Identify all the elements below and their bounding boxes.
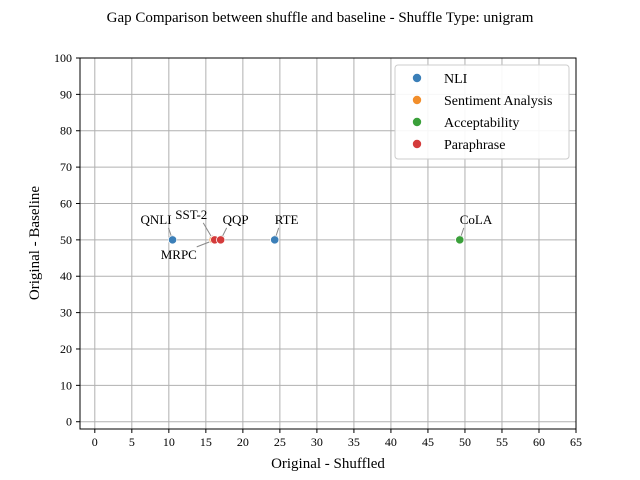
legend-label: NLI: [444, 72, 468, 87]
x-tick-label: 45: [422, 435, 434, 449]
y-tick-label: 50: [60, 233, 72, 247]
legend-marker: [412, 139, 422, 149]
x-tick-label: 15: [200, 435, 212, 449]
y-tick-label: 70: [60, 160, 72, 174]
annotation-mrpc: MRPC: [161, 247, 197, 262]
x-tick-label: 5: [129, 435, 135, 449]
legend-marker: [412, 117, 422, 127]
y-axis-ticks: 0 10 20 30 40 50 60 70 80 90 100: [54, 51, 80, 429]
legend-label: Sentiment Analysis: [444, 94, 553, 109]
point-cola: [455, 235, 465, 245]
y-tick-label: 90: [60, 87, 72, 101]
chart-title: Gap Comparison between shuffle and basel…: [107, 10, 534, 26]
plot-area-frame: [79, 57, 577, 430]
y-axis-label: Original - Baseline: [27, 186, 43, 300]
x-tick-label: 0: [92, 435, 98, 449]
y-tick-label: 60: [60, 196, 72, 210]
x-tick-label: 50: [459, 435, 471, 449]
x-tick-label: 65: [570, 435, 582, 449]
legend-label: Paraphrase: [444, 138, 505, 153]
y-tick-label: 10: [60, 378, 72, 392]
data-points: [167, 235, 465, 245]
legend-marker: [412, 95, 422, 105]
x-tick-label: 35: [348, 435, 360, 449]
y-tick-label: 30: [60, 306, 72, 320]
x-tick-label: 60: [533, 435, 545, 449]
point-rte: [270, 235, 280, 245]
y-tick-label: 40: [60, 269, 72, 283]
legend: NLI Sentiment Analysis Acceptability Paraph…: [394, 64, 570, 160]
x-tick-label: 40: [385, 435, 397, 449]
y-tick-label: 100: [54, 51, 72, 65]
annotation-sst-2: SST-2: [175, 207, 207, 222]
x-tick-label: 20: [237, 435, 249, 449]
x-tick-label: 10: [163, 435, 175, 449]
x-tick-label: 25: [274, 435, 286, 449]
y-tick-label: 80: [60, 124, 72, 138]
x-axis-label: Original - Shuffled: [271, 456, 385, 472]
y-tick-label: 0: [66, 415, 72, 429]
annotation-cola: CoLA: [460, 212, 493, 227]
x-tick-label: 55: [496, 435, 508, 449]
annotation-rte: RTE: [275, 212, 299, 227]
x-axis-ticks: 0 5 10 15 20 25 30 35 40 45 50 55 60 65: [92, 429, 582, 449]
legend-box: [394, 64, 570, 160]
point-qqp: [216, 235, 226, 245]
legend-label: Acceptability: [444, 116, 519, 131]
legend-marker: [412, 73, 422, 83]
annotation-qnli: QNLI: [141, 212, 172, 227]
x-tick-label: 30: [311, 435, 323, 449]
annotation-qqp: QQP: [223, 212, 249, 227]
point-qnli: [167, 235, 178, 245]
y-tick-label: 20: [60, 342, 72, 356]
